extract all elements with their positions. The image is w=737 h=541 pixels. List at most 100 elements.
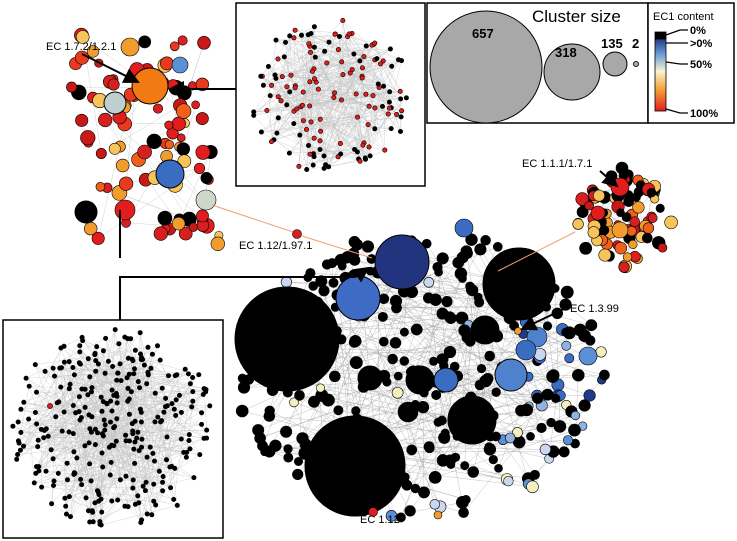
inset-node xyxy=(135,429,141,435)
inset-node xyxy=(379,103,385,109)
inset-node xyxy=(284,102,290,108)
inset-node xyxy=(123,473,129,479)
inset-node xyxy=(284,84,290,90)
cluster-node xyxy=(576,206,589,218)
cluster-node xyxy=(559,298,572,311)
inset-node xyxy=(292,85,298,91)
inset-node xyxy=(53,414,59,420)
size-label-318: 318 xyxy=(555,45,577,60)
inset-node xyxy=(155,343,161,349)
cluster-node xyxy=(570,410,581,421)
inset-node xyxy=(265,64,271,70)
inset-node xyxy=(88,429,94,435)
inset-node xyxy=(287,33,293,39)
cluster-node xyxy=(423,276,435,288)
inset-node xyxy=(178,436,184,442)
annotation-ec-1-12-97: EC 1.12/1.97.1 xyxy=(239,240,312,252)
inset-node xyxy=(42,368,48,374)
inset-node xyxy=(71,372,77,378)
cluster-node xyxy=(441,296,453,308)
cluster-node xyxy=(551,393,561,404)
inset-node xyxy=(339,59,345,65)
inset-node xyxy=(349,67,355,73)
inset-node xyxy=(171,496,177,502)
inset-node xyxy=(61,343,67,349)
inset-node xyxy=(375,81,381,87)
cluster-node xyxy=(484,350,495,362)
cluster-node xyxy=(75,30,90,44)
inset-node xyxy=(331,95,337,101)
inset-node xyxy=(126,371,132,377)
cluster-node xyxy=(614,241,628,255)
inset-node xyxy=(168,485,174,491)
cluster-node xyxy=(568,423,581,437)
inset-node xyxy=(291,121,297,127)
inset-node xyxy=(49,501,55,507)
cluster-node xyxy=(410,323,423,336)
cluster-node-large xyxy=(304,415,406,517)
cluster-node xyxy=(95,148,107,159)
size-circle-135 xyxy=(602,51,628,77)
inset-node xyxy=(41,435,47,441)
inset-node xyxy=(398,96,404,102)
cluster-node xyxy=(599,225,610,236)
size-circle-657 xyxy=(429,10,543,124)
inset-node xyxy=(90,519,96,525)
inset-node xyxy=(66,429,72,435)
inset-node xyxy=(82,386,88,392)
cluster-node xyxy=(532,392,544,404)
cluster-node-ec-1-1-1 xyxy=(610,177,630,197)
cluster-node xyxy=(443,345,457,359)
inset-node xyxy=(288,72,294,78)
inset-node xyxy=(135,379,141,385)
inset-node xyxy=(291,35,297,41)
inset-node xyxy=(131,446,137,452)
inset-node xyxy=(50,482,56,488)
annotation-ec-1-12: EC 1.12 xyxy=(360,514,400,526)
inset-node xyxy=(32,409,38,415)
inset-node xyxy=(114,377,120,383)
inset-node xyxy=(311,24,317,30)
inset-node xyxy=(117,361,123,367)
inset-node xyxy=(389,63,395,69)
cluster-node xyxy=(504,432,516,444)
inset-node xyxy=(102,422,108,428)
inset-node xyxy=(399,108,405,114)
inset-node xyxy=(305,32,311,38)
cluster-node xyxy=(171,116,186,131)
inset-node xyxy=(35,444,41,450)
inset-node xyxy=(164,457,170,463)
cluster-node xyxy=(429,356,439,366)
inset-node xyxy=(178,409,184,415)
inset-node xyxy=(15,451,21,457)
cluster-nodes-right xyxy=(572,161,678,274)
inset-node xyxy=(108,419,114,425)
inset-node xyxy=(99,408,105,414)
inset-node xyxy=(159,418,165,424)
inset-node xyxy=(306,41,312,47)
inset-node xyxy=(365,122,371,128)
inset-node xyxy=(362,155,368,161)
svg-text:EC 1.1.1/1.7.1: EC 1.1.1/1.7.1 xyxy=(522,158,592,170)
cluster-node xyxy=(598,248,612,262)
inset-node xyxy=(359,75,365,81)
inset-node xyxy=(346,31,352,37)
inset-node xyxy=(16,440,22,446)
inset-node xyxy=(62,495,68,501)
inset-node xyxy=(77,343,83,349)
cluster-node xyxy=(465,233,478,246)
cluster-node xyxy=(628,239,638,250)
cluster-node xyxy=(560,285,574,299)
cluster-node xyxy=(120,37,140,57)
inset-node xyxy=(312,54,318,60)
cluster-node xyxy=(95,182,106,192)
cluster-node xyxy=(483,443,497,456)
cluster-node xyxy=(418,486,430,499)
inset-node xyxy=(190,398,196,404)
inset-node xyxy=(359,65,365,71)
inset-network-top xyxy=(235,2,426,187)
cluster-node xyxy=(657,243,668,253)
inset-node xyxy=(68,514,74,520)
inset-node xyxy=(311,135,317,141)
inset-node xyxy=(268,139,274,145)
